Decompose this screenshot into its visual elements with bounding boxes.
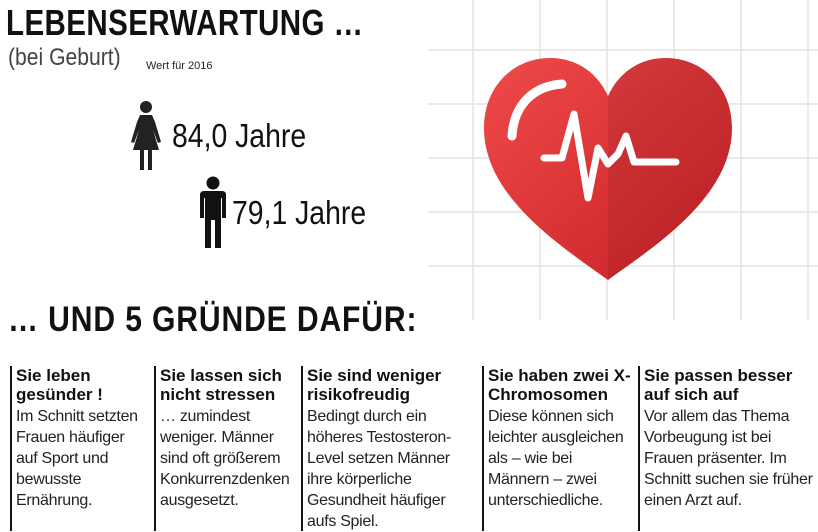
reason-heading: Sie passen besser auf sich auf [644,366,793,404]
man-icon [200,176,226,248]
reasons-list: Sie leben gesünder ! Im Schnitt setzten … [0,364,818,531]
reason-text: Vor allem das Thema Vorbeugung ist bei F… [644,408,813,509]
male-value: 79,1 Jahre [232,194,367,231]
reason-text: Im Schnitt setzten Frauen häufiger auf S… [16,408,138,509]
woman-icon [131,101,161,170]
reason-heading: Sie sind weniger risikofreudig [307,366,442,404]
female-value: 84,0 Jahre [172,117,307,154]
reason-text: … zumindest weniger. Männer sind oft grö… [160,408,290,509]
year-note: Wert für 2016 [146,60,213,72]
reason-text: Diese können sich leichter ausgleichen a… [488,408,624,509]
reason-item: Sie haben zwei X-Chromosomen Diese könne… [482,366,632,531]
reason-item: Sie sind weniger risikofreudig Bedingt d… [301,366,477,531]
reason-heading: Sie haben zwei X-Chromosomen [488,366,631,404]
reason-item: Sie passen besser auf sich auf Vor allem… [638,366,816,531]
page-title: LEBENSERWARTUNG … [6,2,364,43]
reasons-title: … UND 5 GRÜNDE DAFÜR: [8,300,418,339]
reason-item: Sie leben gesünder ! Im Schnitt setzten … [10,366,148,531]
male-life-expectancy: 79,1 Jahre [198,176,388,250]
reason-item: Sie lassen sich nicht stressen … zuminde… [154,366,294,531]
heart-pulse-icon [484,58,732,280]
female-life-expectancy: 84,0 Jahre [128,100,328,172]
reason-text: Bedingt durch ein höheres Testosteron-Le… [307,408,452,530]
page-subtitle: (bei Geburt) [8,44,121,71]
reason-heading: Sie leben gesünder ! [16,366,103,404]
reason-heading: Sie lassen sich nicht stressen [160,366,282,404]
